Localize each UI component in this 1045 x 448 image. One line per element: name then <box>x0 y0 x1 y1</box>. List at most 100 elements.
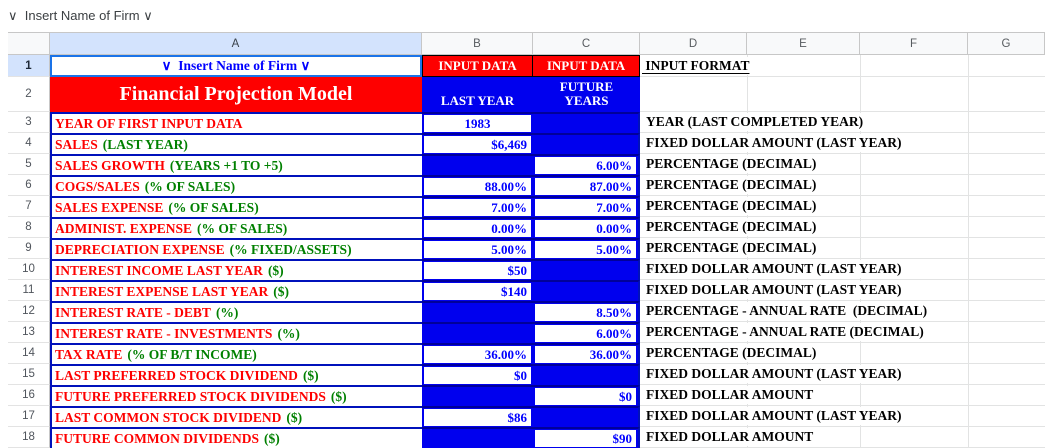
row-header-2[interactable]: 2 <box>8 77 50 112</box>
label-cell-row15[interactable]: LAST PREFERRED STOCK DIVIDEND ($) <box>50 364 422 385</box>
label-cell-row12[interactable]: INTEREST RATE - DEBT (%) <box>50 301 422 322</box>
input-cell-b11[interactable]: $140 <box>422 280 533 301</box>
cell-g17[interactable] <box>968 406 1045 427</box>
column-header-a[interactable]: A <box>50 32 422 55</box>
cell-c1-input-data[interactable]: INPUT DATA <box>533 55 640 77</box>
column-header-e[interactable]: E <box>747 32 860 55</box>
format-cell-row7[interactable]: PERCENTAGE (DECIMAL) <box>640 196 821 217</box>
label-cell-row10[interactable]: INTEREST INCOME LAST YEAR ($) <box>50 259 422 280</box>
cell-g2[interactable] <box>968 77 1045 112</box>
format-cell-row12[interactable]: PERCENTAGE - ANNUAL RATE (DECIMAL) <box>640 301 932 322</box>
input-cell-c13[interactable]: 6.00% <box>533 322 640 343</box>
cell-g12[interactable] <box>968 301 1045 322</box>
cell-g13[interactable] <box>968 322 1045 343</box>
input-cell-b5[interactable] <box>422 154 533 175</box>
format-cell-row14[interactable]: PERCENTAGE (DECIMAL) <box>640 343 821 364</box>
input-cell-b15[interactable]: $0 <box>422 364 533 385</box>
input-cell-c15[interactable] <box>533 364 640 385</box>
row-header-7[interactable]: 7 <box>8 196 50 217</box>
row-header-13[interactable]: 13 <box>8 322 50 343</box>
cell-e2[interactable] <box>747 77 860 112</box>
row-header-6[interactable]: 6 <box>8 175 50 196</box>
formula-bar-text[interactable]: ∨ Insert Name of Firm ∨ <box>8 8 153 23</box>
cell-g9[interactable] <box>968 238 1045 259</box>
label-cell-row5[interactable]: SALES GROWTH (YEARS +1 TO +5) <box>50 154 422 175</box>
format-cell-row8[interactable]: PERCENTAGE (DECIMAL) <box>640 217 821 238</box>
cell-f3[interactable] <box>860 112 968 133</box>
cell-d2[interactable] <box>640 77 747 112</box>
cell-f16[interactable] <box>860 385 968 406</box>
label-cell-row6[interactable]: COGS/SALES (% OF SALES) <box>50 175 422 196</box>
row-header-10[interactable]: 10 <box>8 259 50 280</box>
input-cell-b8[interactable]: 0.00% <box>422 217 533 238</box>
cell-f2[interactable] <box>860 77 968 112</box>
input-cell-b3[interactable]: 1983 <box>422 112 533 133</box>
input-cell-c7[interactable]: 7.00% <box>533 196 640 217</box>
input-cell-c14[interactable]: 36.00% <box>533 343 640 364</box>
cell-f6[interactable] <box>860 175 968 196</box>
input-cell-c17[interactable] <box>533 406 640 427</box>
cell-f9[interactable] <box>860 238 968 259</box>
row-header-17[interactable]: 17 <box>8 406 50 427</box>
input-cell-b18[interactable] <box>422 427 533 448</box>
cell-b1-input-data[interactable]: INPUT DATA <box>422 55 533 77</box>
label-cell-row18[interactable]: FUTURE COMMON DIVIDENDS ($) <box>50 427 422 448</box>
row-header-4[interactable]: 4 <box>8 133 50 154</box>
input-cell-b10[interactable]: $50 <box>422 259 533 280</box>
cell-g10[interactable] <box>968 259 1045 280</box>
cell-g14[interactable] <box>968 343 1045 364</box>
column-header-d[interactable]: D <box>640 32 747 55</box>
input-cell-b14[interactable]: 36.00% <box>422 343 533 364</box>
label-cell-row9[interactable]: DEPRECIATION EXPENSE (% FIXED/ASSETS) <box>50 238 422 259</box>
label-cell-row4[interactable]: SALES (LAST YEAR) <box>50 133 422 154</box>
cell-b2-last-year[interactable]: LAST YEAR <box>422 77 533 112</box>
label-cell-row16[interactable]: FUTURE PREFERRED STOCK DIVIDENDS ($) <box>50 385 422 406</box>
row-header-11[interactable]: 11 <box>8 280 50 301</box>
row-header-5[interactable]: 5 <box>8 154 50 175</box>
column-header-c[interactable]: C <box>533 32 640 55</box>
input-cell-b7[interactable]: 7.00% <box>422 196 533 217</box>
format-cell-row11[interactable]: FIXED DOLLAR AMOUNT (LAST YEAR) <box>640 280 906 301</box>
input-cell-b6[interactable]: 88.00% <box>422 175 533 196</box>
format-cell-row3[interactable]: YEAR (LAST COMPLETED YEAR) <box>640 112 868 133</box>
input-cell-c5[interactable]: 6.00% <box>533 154 640 175</box>
input-cell-b12[interactable] <box>422 301 533 322</box>
input-cell-b9[interactable]: 5.00% <box>422 238 533 259</box>
input-cell-c6[interactable]: 87.00% <box>533 175 640 196</box>
label-cell-row14[interactable]: TAX RATE (% OF B/T INCOME) <box>50 343 422 364</box>
cell-g16[interactable] <box>968 385 1045 406</box>
row-header-8[interactable]: 8 <box>8 217 50 238</box>
cell-g7[interactable] <box>968 196 1045 217</box>
format-cell-row13[interactable]: PERCENTAGE - ANNUAL RATE (DECIMAL) <box>640 322 928 343</box>
row-header-16[interactable]: 16 <box>8 385 50 406</box>
cell-g1[interactable] <box>968 55 1045 77</box>
format-cell-row5[interactable]: PERCENTAGE (DECIMAL) <box>640 154 821 175</box>
row-header-14[interactable]: 14 <box>8 343 50 364</box>
label-cell-row11[interactable]: INTEREST EXPENSE LAST YEAR ($) <box>50 280 422 301</box>
column-header-f[interactable]: F <box>860 32 968 55</box>
input-cell-c16[interactable]: $0 <box>533 385 640 406</box>
format-cell-row4[interactable]: FIXED DOLLAR AMOUNT (LAST YEAR) <box>640 133 906 154</box>
input-cell-c12[interactable]: 8.50% <box>533 301 640 322</box>
input-cell-c3[interactable] <box>533 112 640 133</box>
input-cell-c8[interactable]: 0.00% <box>533 217 640 238</box>
cell-f18[interactable] <box>860 427 968 448</box>
column-header-g[interactable]: G <box>968 32 1045 55</box>
cell-g8[interactable] <box>968 217 1045 238</box>
format-cell-row9[interactable]: PERCENTAGE (DECIMAL) <box>640 238 821 259</box>
cell-f7[interactable] <box>860 196 968 217</box>
format-cell-row18[interactable]: FIXED DOLLAR AMOUNT <box>640 427 818 448</box>
format-cell-row16[interactable]: FIXED DOLLAR AMOUNT <box>640 385 818 406</box>
row-header-12[interactable]: 12 <box>8 301 50 322</box>
row-header-18[interactable]: 18 <box>8 427 50 448</box>
cell-g11[interactable] <box>968 280 1045 301</box>
select-all-corner[interactable] <box>8 32 50 55</box>
input-cell-c9[interactable]: 5.00% <box>533 238 640 259</box>
row-header-9[interactable]: 9 <box>8 238 50 259</box>
formula-bar[interactable]: ∨ Insert Name of Firm ∨ <box>0 0 1045 32</box>
cell-e1[interactable] <box>747 55 860 77</box>
cell-g15[interactable] <box>968 364 1045 385</box>
input-cell-b4[interactable]: $6,469 <box>422 133 533 154</box>
label-cell-row13[interactable]: INTEREST RATE - INVESTMENTS (%) <box>50 322 422 343</box>
format-cell-row6[interactable]: PERCENTAGE (DECIMAL) <box>640 175 821 196</box>
